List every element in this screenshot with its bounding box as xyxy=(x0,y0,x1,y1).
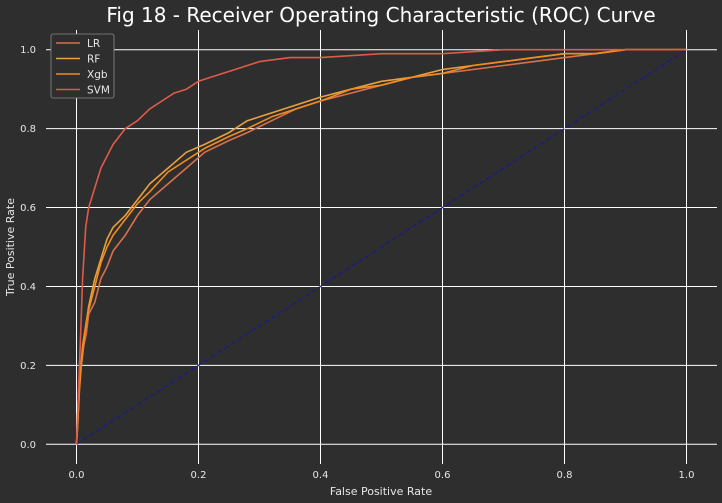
x-tick-label: 0.2 xyxy=(191,470,207,481)
y-tick-label: 0.0 xyxy=(20,440,36,451)
y-tick-label: 0.2 xyxy=(20,361,36,372)
series-layer xyxy=(75,48,687,445)
series-line-xgb xyxy=(75,48,687,445)
x-tick-label: 1.0 xyxy=(679,470,695,481)
legend-label-rf: RF xyxy=(87,53,100,65)
x-axis-label: False Positive Rate xyxy=(330,485,432,498)
x-tick-labels: 0.0 0.2 0.4 0.6 0.8 1.0 xyxy=(69,470,695,481)
y-tick-label: 0.6 xyxy=(20,203,36,214)
series-line-svm xyxy=(75,48,687,445)
y-tick-label: 0.8 xyxy=(20,124,36,135)
reference-line xyxy=(76,49,687,445)
y-tick-labels: 0.0 0.2 0.4 0.6 0.8 1.0 xyxy=(20,45,36,451)
y-tick-label: 1.0 xyxy=(20,45,36,56)
y-tick-label: 0.4 xyxy=(20,282,36,293)
y-axis-label: True Positive Rate xyxy=(4,198,17,297)
reference-diagonal xyxy=(76,49,687,445)
legend-frame xyxy=(50,33,115,99)
legend-label-xgb: Xgb xyxy=(87,69,108,81)
x-tick-label: 0.6 xyxy=(435,470,451,481)
legend: LR RF Xgb SVM xyxy=(50,33,115,99)
grid-lines xyxy=(46,30,717,464)
x-tick-label: 0.8 xyxy=(557,470,573,481)
series-line-lr xyxy=(75,48,687,445)
legend-label-svm: SVM xyxy=(87,84,110,96)
x-tick-label: 0.0 xyxy=(69,470,85,481)
legend-label-lr: LR xyxy=(87,38,100,50)
x-tick-label: 0.4 xyxy=(313,470,329,481)
chart-title: Fig 18 - Receiver Operating Characterist… xyxy=(106,3,655,27)
